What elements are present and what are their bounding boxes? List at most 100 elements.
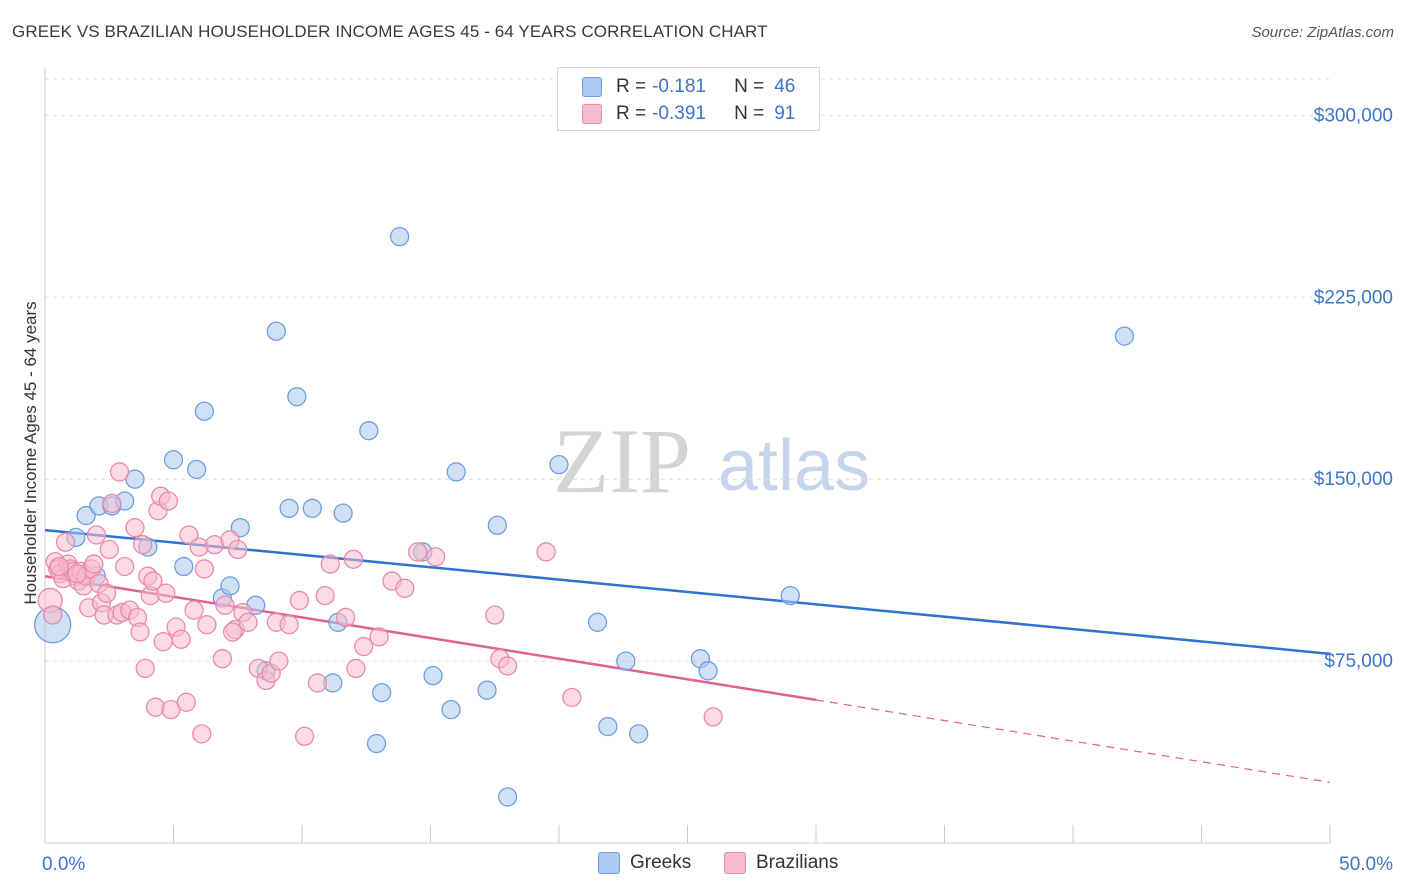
y-tick-label: $75,000 — [1324, 651, 1393, 672]
greek-point — [587, 612, 608, 632]
series-legend: Greeks Brazilians — [0, 852, 1406, 876]
greek-point — [446, 462, 466, 482]
legend-n-value: 46 — [774, 76, 796, 97]
legend-r-value: -0.181 — [652, 76, 706, 97]
brazilian-point — [194, 559, 214, 579]
greek-point — [598, 716, 618, 737]
greek-point — [549, 454, 569, 475]
greek-point — [366, 733, 387, 754]
greek-point — [76, 505, 96, 526]
legend-item-brazilians[interactable]: Brazilians — [724, 852, 838, 874]
brazilian-point — [294, 726, 315, 746]
brazilian-point — [176, 692, 197, 712]
brazilian-point — [485, 605, 505, 625]
brazilian-point — [130, 622, 150, 642]
trend-lines — [44, 528, 1331, 783]
brazilian-point — [153, 632, 173, 652]
brazilian-point — [354, 636, 374, 657]
greek-point — [163, 450, 184, 470]
brazilian-point — [135, 658, 155, 679]
greek-point — [616, 651, 636, 671]
y-tick-label: $300,000 — [1314, 105, 1393, 126]
greek-point — [390, 227, 410, 247]
chart-title: GREEK VS BRAZILIAN HOUSEHOLDER INCOME AG… — [12, 22, 768, 41]
greek-point — [441, 699, 461, 720]
greek-point — [266, 321, 286, 341]
greek-point — [477, 680, 497, 700]
greek-point — [194, 401, 214, 421]
legend-label-brazilians: Brazilians — [756, 852, 839, 873]
greek-point — [220, 576, 240, 596]
correlation-legend: R = -0.181 N = 46 R = -0.391 N = 91 — [557, 67, 820, 131]
greek-point — [372, 682, 392, 703]
greek-point — [287, 387, 307, 407]
legend-swatch-greeks — [598, 852, 620, 874]
brazilian-point — [497, 656, 518, 676]
legend-row-greeks: R = -0.181 N = 46 — [582, 74, 795, 100]
legend-label-greeks: Greeks — [630, 852, 692, 873]
greek-point — [302, 498, 322, 518]
legend-item-greeks[interactable]: Greeks — [598, 852, 691, 874]
greek-point — [174, 556, 194, 577]
greek-point — [279, 498, 299, 518]
brazilian-point — [197, 615, 217, 635]
legend-n-label: N = — [734, 76, 765, 97]
legend-row-brazilians: R = -0.391 N = 91 — [582, 101, 795, 127]
brazilian-point — [703, 707, 723, 727]
brazilian-point — [86, 525, 107, 545]
y-tick-label: $150,000 — [1314, 469, 1393, 490]
greek-point — [125, 469, 145, 489]
brazilian-point — [97, 583, 117, 603]
brazilian-point — [67, 564, 87, 584]
watermark-atlas: atlas — [718, 426, 870, 506]
brazilian-point — [212, 649, 232, 669]
brazilian-point — [43, 605, 63, 625]
brazilian-point — [161, 699, 181, 720]
greek-point — [698, 661, 718, 681]
brazilian-point — [536, 542, 556, 562]
axes — [44, 68, 1331, 844]
brazilian-point — [215, 595, 235, 615]
brazilian-point — [171, 629, 191, 649]
greek-point — [497, 787, 518, 807]
brazilian-point — [395, 578, 415, 598]
y-tick-label: $225,000 — [1314, 287, 1393, 308]
brazilians-trend-extension — [815, 699, 1331, 783]
brazilian-point — [307, 673, 328, 693]
legend-r-label: R = — [616, 103, 647, 124]
brazilian-point — [55, 532, 76, 552]
brazilian-point — [425, 547, 446, 567]
brazilian-point — [343, 549, 364, 569]
brazilian-point — [84, 554, 104, 574]
brazilian-point — [125, 518, 145, 538]
brazilian-point — [238, 612, 258, 632]
legend-r-value: -0.391 — [652, 103, 706, 124]
greeks-trend-line — [44, 528, 1331, 656]
legend-n-label: N = — [734, 103, 765, 124]
brazilian-point — [289, 590, 310, 611]
brazilian-point — [269, 651, 289, 671]
watermark-zip: ZIP — [553, 410, 691, 512]
brazilian-point — [279, 615, 299, 635]
brazilian-point — [336, 607, 356, 628]
legend-n-value: 91 — [774, 103, 796, 124]
brazilian-point — [222, 622, 243, 642]
brazilian-point — [562, 687, 582, 708]
brazilian-point — [115, 556, 135, 577]
legend-swatch-brazilians — [582, 104, 602, 124]
greek-point — [186, 459, 207, 480]
x-tick-label: 0.0% — [42, 854, 85, 875]
brazilian-point — [315, 585, 335, 606]
brazilian-point — [407, 542, 428, 562]
greek-point — [359, 421, 379, 441]
source-credit: Source: ZipAtlas.com — [1251, 24, 1394, 41]
brazilian-point — [192, 724, 212, 744]
brazilian-point — [99, 539, 119, 560]
brazilian-point — [133, 535, 153, 555]
brazilian-point — [320, 554, 340, 574]
greek-point — [423, 665, 443, 686]
brazilian-point — [109, 462, 130, 482]
brazilian-point — [346, 658, 366, 679]
greek-point — [1114, 326, 1135, 346]
brazilian-point — [143, 571, 163, 591]
